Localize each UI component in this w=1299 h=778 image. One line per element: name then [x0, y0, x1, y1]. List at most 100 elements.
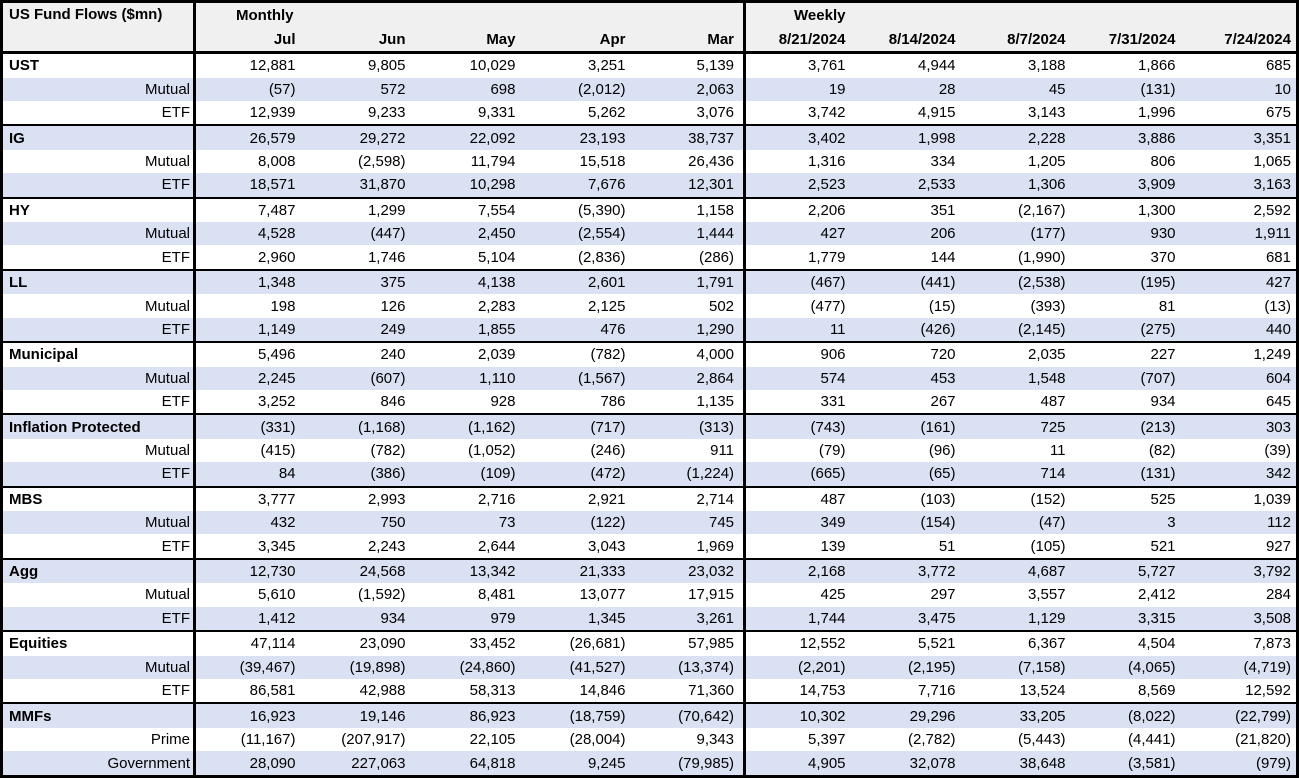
sub-label: Mutual — [1, 222, 196, 246]
value-cell: 2,864 — [634, 366, 747, 390]
group-row: Agg 12,730 24,568 13,342 21,333 23,032 2,168 3,… — [1, 557, 1298, 584]
value-cell: (109) — [414, 462, 525, 487]
group-label: Equities — [1, 630, 196, 656]
value-cell: 3,886 — [1074, 124, 1185, 150]
value-cell: 51 — [938, 537, 956, 555]
value-cell: 18,571 — [194, 173, 305, 198]
value-cell: (386) — [304, 462, 415, 487]
value-cell: 47,114 — [194, 630, 305, 656]
value-cell: 3,772 — [854, 557, 965, 584]
value-cell: 206 — [854, 222, 965, 246]
value-cell: 1,129 — [964, 606, 1075, 632]
value-cell: 3,163 — [1184, 173, 1298, 198]
value-cell: (5,443) — [1018, 730, 1066, 748]
column-header: May — [414, 27, 525, 54]
value-cell: 81 — [1158, 297, 1176, 315]
value-cell: 11,794 — [470, 153, 516, 171]
value-cell: 979 — [414, 606, 525, 632]
value-cell: 1,866 — [1137, 57, 1176, 75]
value-cell: 2,228 — [964, 124, 1075, 150]
value-cell: 1,412 — [194, 606, 305, 632]
value-cell: (152) — [964, 485, 1075, 512]
value-cell: (28,004) — [569, 730, 626, 748]
column-header: 8/21/2024 — [744, 27, 855, 54]
value-cell: 23,193 — [524, 124, 635, 150]
value-cell: 22,092 — [414, 124, 525, 150]
sub-label: Prime — [1, 727, 196, 751]
sub-label: Mutual — [1, 77, 196, 101]
value-cell: 1,299 — [304, 196, 415, 223]
value-cell: 1,744 — [744, 606, 855, 632]
value-cell: 86,923 — [414, 702, 525, 728]
value-cell: (96) — [928, 441, 956, 459]
sub-row: Mutual (57) 572 698 (2,012) 2,063 19 28 45 (131) 1… — [1, 77, 1298, 101]
value-cell: (154) — [854, 511, 965, 535]
group-row: Municipal 5,496 240 2,039 (782) 4,000 906 720 2,… — [1, 341, 1298, 367]
value-cell: 3,261 — [634, 606, 747, 632]
value-cell: (1,567) — [524, 366, 635, 390]
sub-row: Government 28,090 227,063 64,818 9,245 (79,98… — [1, 751, 1298, 777]
sub-label: ETF — [1, 173, 196, 198]
value-cell: 13,077 — [579, 586, 626, 604]
value-cell: 16,923 — [194, 702, 305, 728]
value-cell: 1,290 — [634, 317, 747, 343]
value-cell: 5,521 — [854, 630, 965, 656]
value-cell: 1,110 — [414, 366, 525, 390]
value-cell: (782) — [370, 441, 406, 459]
value-cell: 440 — [1184, 317, 1298, 343]
group-row: LL 1,348 375 4,138 2,601 1,791 (467) (441) (2,53… — [1, 268, 1298, 295]
value-cell: (313) — [634, 413, 747, 439]
value-cell: 934 — [304, 606, 415, 632]
value-cell: 1,779 — [807, 248, 846, 266]
value-cell: 349 — [744, 511, 855, 535]
value-cell: 7,716 — [917, 682, 956, 700]
value-cell: 11 — [744, 317, 855, 343]
value-cell: 2,063 — [634, 77, 747, 101]
group-label: Municipal — [1, 341, 196, 367]
value-cell: (213) — [1074, 413, 1185, 439]
value-cell: 2,533 — [854, 173, 965, 198]
value-cell: 21,333 — [524, 557, 635, 584]
value-cell: 1,316 — [807, 153, 846, 171]
value-cell: 5,139 — [634, 52, 747, 78]
value-cell: (1,162) — [414, 413, 525, 439]
value-cell: (26,681) — [524, 630, 635, 656]
value-cell: 112 — [1184, 511, 1298, 535]
value-cell: (4,441) — [1128, 730, 1176, 748]
value-cell: 487 — [744, 485, 855, 512]
value-cell: 297 — [930, 586, 956, 604]
value-cell: 23,090 — [304, 630, 415, 656]
value-cell: 6,367 — [964, 630, 1075, 656]
value-cell: 476 — [524, 317, 635, 343]
value-cell: 2,601 — [524, 268, 635, 295]
sub-label: ETF — [1, 100, 196, 126]
value-cell: (1,990) — [1018, 248, 1066, 266]
value-cell: 12,552 — [744, 630, 855, 656]
value-cell: 73 — [414, 511, 525, 535]
column-header: 8/14/2024 — [854, 27, 965, 54]
value-cell: (286) — [634, 245, 747, 270]
value-cell: 9,805 — [367, 57, 406, 75]
value-cell: 57,985 — [634, 630, 747, 656]
value-cell: 681 — [1265, 248, 1291, 266]
value-cell: 33,205 — [964, 702, 1075, 728]
value-cell: 28,090 — [194, 751, 305, 777]
value-cell: 3,402 — [744, 124, 855, 150]
value-cell: 26,436 — [634, 149, 747, 174]
value-cell: 198 — [270, 297, 296, 315]
value-cell: 3,557 — [1027, 586, 1066, 604]
value-cell: 139 — [820, 537, 846, 555]
value-cell: 71,360 — [634, 678, 747, 704]
value-cell: 11 — [1049, 441, 1066, 459]
value-cell: 331 — [820, 393, 846, 411]
value-cell: 12,730 — [194, 557, 305, 584]
value-cell: (2,836) — [577, 248, 626, 266]
column-header: 8/7/2024 — [964, 27, 1075, 54]
value-cell: 720 — [854, 341, 965, 367]
value-cell: 487 — [1040, 393, 1066, 411]
value-cell: 525 — [1074, 485, 1185, 512]
value-cell: (57) — [194, 77, 305, 101]
value-cell: (2,195) — [854, 655, 965, 679]
value-cell: 911 — [634, 438, 747, 463]
value-cell: 42,988 — [359, 682, 406, 700]
